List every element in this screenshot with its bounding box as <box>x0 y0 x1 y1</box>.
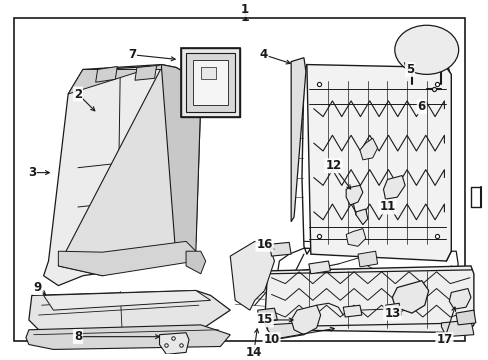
Text: 1: 1 <box>240 10 249 23</box>
Polygon shape <box>161 64 201 261</box>
Polygon shape <box>385 303 400 317</box>
Polygon shape <box>29 291 230 335</box>
Text: 1: 1 <box>241 3 248 16</box>
Polygon shape <box>201 67 215 79</box>
Polygon shape <box>306 64 450 261</box>
Polygon shape <box>343 305 361 317</box>
Text: 15: 15 <box>256 314 272 327</box>
Polygon shape <box>135 66 156 80</box>
Polygon shape <box>68 64 176 94</box>
Polygon shape <box>346 229 365 246</box>
Polygon shape <box>290 305 320 335</box>
Text: 12: 12 <box>325 159 341 172</box>
Polygon shape <box>58 67 196 276</box>
Text: 14: 14 <box>245 346 262 359</box>
Polygon shape <box>185 251 205 274</box>
Polygon shape <box>181 48 240 117</box>
Text: 10: 10 <box>263 333 279 346</box>
Polygon shape <box>455 310 475 325</box>
Polygon shape <box>383 176 404 199</box>
Polygon shape <box>185 53 235 112</box>
Polygon shape <box>267 323 304 339</box>
Text: 5: 5 <box>405 63 413 76</box>
Text: 9: 9 <box>34 281 42 294</box>
Polygon shape <box>264 266 473 333</box>
Text: 3: 3 <box>28 166 36 179</box>
Polygon shape <box>441 320 473 337</box>
Polygon shape <box>159 333 188 354</box>
Polygon shape <box>257 308 277 323</box>
Polygon shape <box>359 138 377 160</box>
Polygon shape <box>391 281 428 313</box>
Polygon shape <box>58 241 196 276</box>
Text: 17: 17 <box>435 333 451 346</box>
Polygon shape <box>355 209 367 225</box>
Polygon shape <box>43 64 201 285</box>
Polygon shape <box>357 251 377 267</box>
Polygon shape <box>26 325 230 350</box>
Polygon shape <box>448 288 470 309</box>
Text: 8: 8 <box>74 330 82 343</box>
Polygon shape <box>193 60 228 105</box>
Text: 13: 13 <box>384 307 400 320</box>
Ellipse shape <box>394 25 458 75</box>
Text: 2: 2 <box>74 87 82 100</box>
Polygon shape <box>96 67 117 82</box>
Bar <box>181 48 240 117</box>
Polygon shape <box>290 58 305 222</box>
Text: 7: 7 <box>128 48 136 61</box>
Polygon shape <box>308 261 330 274</box>
Polygon shape <box>230 241 274 310</box>
Polygon shape <box>43 291 210 310</box>
Text: 6: 6 <box>417 100 425 113</box>
Polygon shape <box>269 242 290 256</box>
Text: 11: 11 <box>379 201 395 213</box>
Polygon shape <box>346 185 362 205</box>
Text: 16: 16 <box>256 238 272 251</box>
Text: 4: 4 <box>259 48 267 61</box>
